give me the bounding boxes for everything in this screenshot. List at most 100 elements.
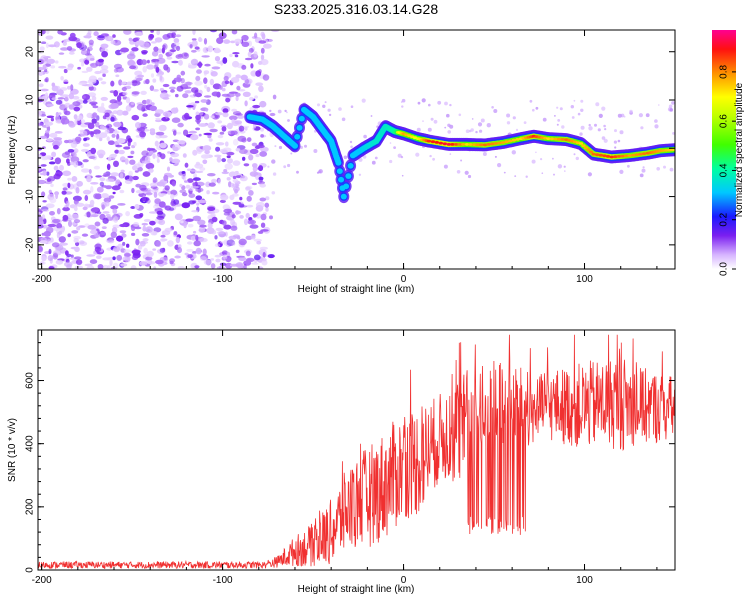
noise-blob xyxy=(117,203,126,206)
noise-blob xyxy=(149,85,155,91)
noise-blob xyxy=(156,181,165,187)
noise-speck xyxy=(542,117,547,122)
noise-blob xyxy=(72,101,81,107)
noise-blob xyxy=(139,213,144,217)
ridge-core xyxy=(345,173,352,179)
noise-blob xyxy=(55,259,64,265)
noise-blob xyxy=(69,32,76,39)
noise-blob xyxy=(142,171,151,177)
noise-speck xyxy=(493,109,498,113)
x-tick-label: -200 xyxy=(32,575,52,586)
noise-blob xyxy=(166,56,173,60)
noise-blob xyxy=(239,215,244,219)
ridge-peak xyxy=(598,153,603,157)
noise-blob xyxy=(130,265,137,269)
noise-blob xyxy=(46,115,55,119)
noise-blob xyxy=(120,169,125,173)
spectrogram-frame xyxy=(37,29,676,270)
noise-blob xyxy=(84,122,92,125)
y-tick-label: 400 xyxy=(25,435,36,452)
noise-blob xyxy=(199,224,207,228)
noise-blob xyxy=(63,68,68,74)
noise-speck xyxy=(477,122,483,127)
noise-speck xyxy=(327,108,331,112)
ridge-core xyxy=(292,143,298,149)
noise-speck xyxy=(313,149,318,153)
noise-blob xyxy=(122,91,128,96)
noise-blob xyxy=(142,66,147,73)
noise-blob xyxy=(42,64,47,71)
noise-blob xyxy=(58,65,67,69)
noise-blob xyxy=(82,189,92,195)
noise-blob xyxy=(53,144,59,150)
noise-blob xyxy=(215,146,221,152)
noise-blob xyxy=(253,213,258,217)
noise-blob xyxy=(238,256,247,261)
noise-speck xyxy=(449,103,452,107)
noise-blob xyxy=(48,161,56,165)
colorbar-ramp xyxy=(712,30,736,269)
ridge-core xyxy=(335,160,342,166)
noise-blob xyxy=(77,66,81,70)
noise-blob xyxy=(68,122,76,128)
noise-blob xyxy=(145,162,155,170)
noise-blob xyxy=(84,195,89,201)
ridge-peak xyxy=(631,153,636,157)
noise-blob xyxy=(164,185,170,191)
noise-speck xyxy=(480,118,485,123)
noise-blob xyxy=(56,222,63,229)
noise-speck xyxy=(277,109,282,114)
noise-blob xyxy=(134,226,142,230)
noise-blob xyxy=(183,52,188,57)
noise-speck xyxy=(316,171,320,174)
noise-blob xyxy=(41,208,49,212)
noise-speck xyxy=(638,113,644,118)
noise-blob xyxy=(110,40,116,45)
noise-blob xyxy=(244,78,250,84)
noise-blob xyxy=(158,201,166,208)
noise-blob xyxy=(123,146,131,150)
noise-blob xyxy=(184,162,189,168)
noise-blob xyxy=(260,146,269,152)
noise-speck xyxy=(575,156,579,161)
noise-blob xyxy=(152,153,156,159)
ridge-peak xyxy=(586,148,591,152)
noise-blob xyxy=(224,163,233,170)
noise-speck xyxy=(617,139,621,143)
noise-blob xyxy=(125,97,131,104)
noise-speck xyxy=(570,105,574,109)
noise-blob xyxy=(221,220,227,226)
noise-blob xyxy=(75,136,82,143)
noise-blob xyxy=(249,171,259,177)
noise-blob xyxy=(234,38,243,44)
x-tick-label: 0 xyxy=(401,274,407,285)
noise-speck xyxy=(494,155,497,158)
noise-speck xyxy=(444,126,447,129)
noise-blob xyxy=(69,161,75,166)
ridge-peak xyxy=(434,141,439,144)
noise-blob xyxy=(110,116,115,122)
noise-blob xyxy=(184,180,189,183)
noise-speck xyxy=(658,104,660,106)
noise-blob xyxy=(95,121,100,128)
noise-blob xyxy=(187,168,192,172)
noise-blob xyxy=(260,229,269,232)
noise-blob xyxy=(258,40,267,44)
noise-blob xyxy=(98,153,104,159)
noise-blob xyxy=(145,226,153,233)
noise-speck xyxy=(322,104,326,109)
noise-blob xyxy=(204,95,212,98)
noise-blob xyxy=(255,70,262,77)
noise-blob xyxy=(207,134,212,139)
noise-blob xyxy=(238,125,245,132)
noise-blob xyxy=(142,227,148,232)
noise-blob xyxy=(131,79,138,87)
noise-blob xyxy=(213,47,221,54)
noise-blob xyxy=(105,201,110,207)
ridge-core xyxy=(296,125,303,131)
noise-blob xyxy=(191,235,196,241)
noise-blob xyxy=(191,210,199,213)
ridge-peak xyxy=(557,137,562,141)
noise-blob xyxy=(112,208,118,214)
noise-blob xyxy=(201,55,210,58)
